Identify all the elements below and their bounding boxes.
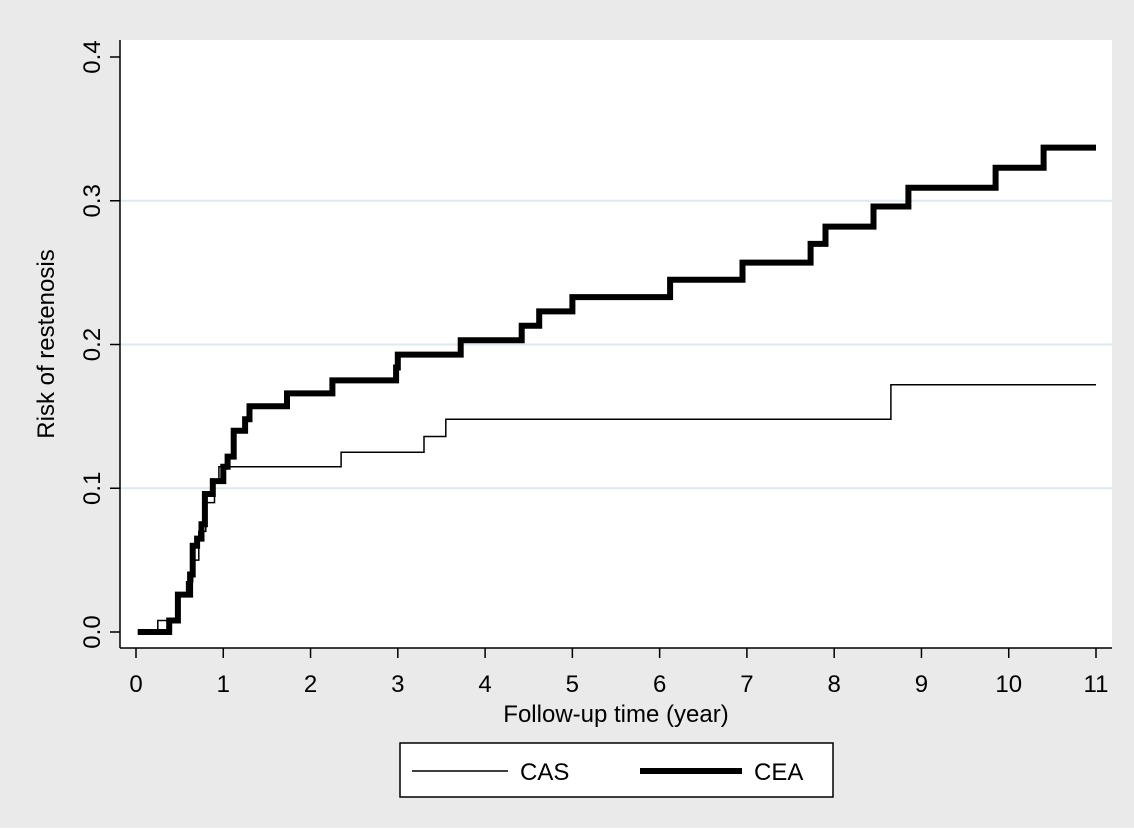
legend-box <box>399 742 834 798</box>
y-axis-label: Risk of restenosis <box>33 249 60 438</box>
x-tick-label: 3 <box>391 671 404 698</box>
x-tick-label: 8 <box>828 671 841 698</box>
x-axis-label: Follow-up time (year) <box>503 701 728 728</box>
legend: CAS CEA <box>399 742 834 798</box>
x-tick-label: 5 <box>566 671 579 698</box>
y-tick-label: 0.2 <box>79 328 106 361</box>
legend-label-cea: CEA <box>754 759 803 786</box>
y-tick-label: 0.3 <box>79 184 106 217</box>
y-ticks: 0.0 0.1 0.2 0.3 0.4 <box>79 40 120 649</box>
x-tick-label: 11 <box>1084 671 1109 698</box>
series-cea-line <box>137 144 1096 635</box>
y-tick-label: 0.0 <box>79 615 106 648</box>
x-tick-label: 10 <box>995 671 1022 698</box>
x-tick-label: 6 <box>653 671 666 698</box>
series-layer <box>137 144 1096 635</box>
x-tick-label: 9 <box>915 671 928 698</box>
x-tick-label: 0 <box>129 671 142 698</box>
x-tick-label: 7 <box>740 671 753 698</box>
y-tick-label: 0.1 <box>79 472 106 505</box>
gridlines <box>120 199 1112 490</box>
x-tick-label: 2 <box>304 671 317 698</box>
y-tick-label: 0.4 <box>79 40 106 73</box>
x-tick-label: 4 <box>478 671 491 698</box>
x-ticks: 0 1 2 3 4 5 6 7 8 9 10 11 <box>129 648 1108 698</box>
x-tick-label: 1 <box>217 671 230 698</box>
legend-label-cas: CAS <box>520 759 569 786</box>
